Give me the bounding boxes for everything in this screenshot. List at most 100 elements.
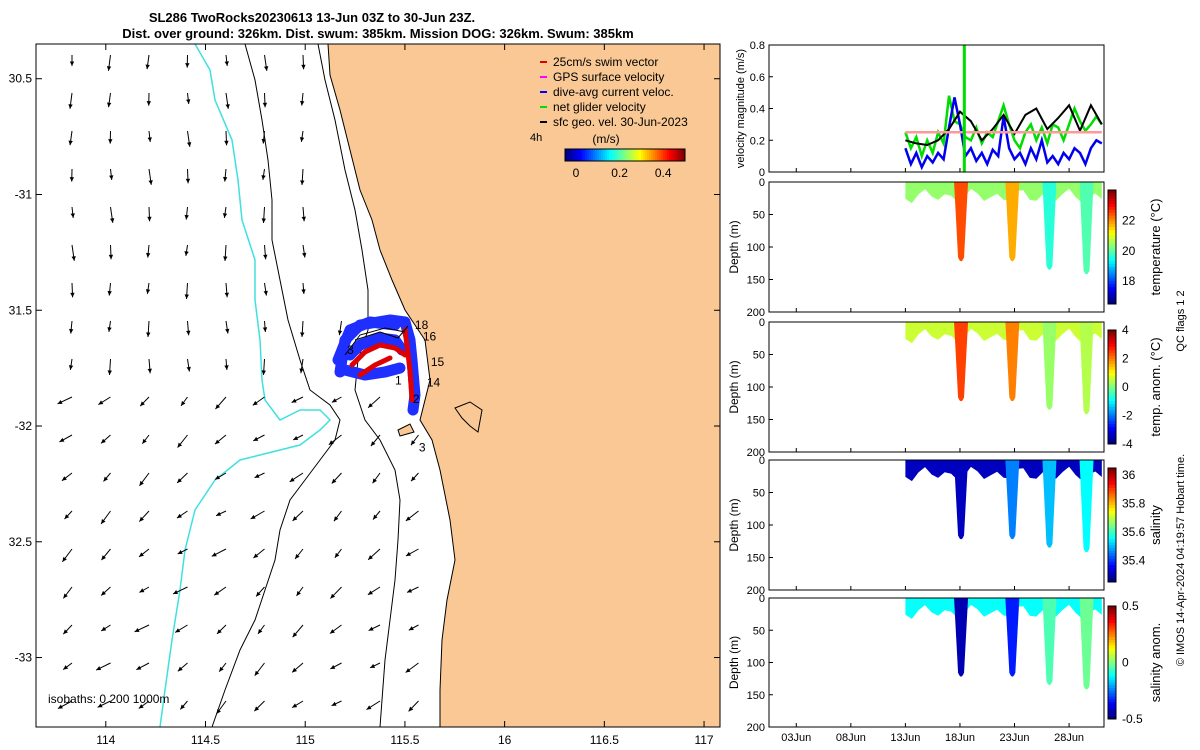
colorbar-cell	[1108, 547, 1116, 552]
y-tick-label: 150	[747, 553, 765, 565]
colorbar-cell	[1108, 496, 1116, 500]
current-arrowhead	[225, 328, 230, 334]
current-arrowhead	[139, 516, 144, 522]
colorbar-cell	[1108, 685, 1116, 689]
colorbar-label: temperature (°C)	[1148, 199, 1163, 296]
colorbar-cell	[1108, 418, 1116, 422]
colorbar-cell	[1108, 364, 1116, 368]
colorbar-cell	[645, 149, 648, 161]
colorbar-cell	[1108, 482, 1116, 486]
y-tick-label: 150	[747, 415, 765, 427]
current-arrowhead	[108, 139, 113, 144]
colorbar-tick-label: 0.2	[611, 166, 628, 180]
colorbar-cell	[579, 149, 582, 161]
current-arrowhead	[370, 441, 376, 447]
current-arrowhead	[223, 176, 228, 182]
lon-tick-label: 16	[498, 733, 512, 747]
colorbar-cell	[1108, 522, 1116, 526]
isobath-200m	[211, 43, 341, 728]
section-band	[905, 598, 1102, 619]
dive-profile	[1005, 322, 1020, 402]
colorbar-cell	[583, 149, 586, 161]
colorbar-cell	[1108, 682, 1116, 686]
colorbar-cell	[669, 149, 672, 161]
colorbar-cell	[1108, 611, 1116, 615]
current-arrowhead	[147, 137, 152, 142]
colorbar-cell	[1108, 224, 1116, 228]
current-arrowhead	[331, 478, 337, 484]
current-arrowhead	[224, 61, 229, 66]
colorbar-cell	[1108, 625, 1116, 630]
current-arrowhead	[107, 102, 112, 108]
colorbar-cell	[1108, 468, 1116, 472]
colorbar-cell	[1108, 209, 1116, 214]
colorbar-cell	[567, 149, 570, 161]
colorbar-cell	[1108, 195, 1116, 200]
colorbar-cell	[1108, 301, 1116, 305]
current-arrowhead	[299, 137, 305, 142]
colorbar-cell	[565, 149, 568, 161]
colorbar-cell	[1108, 435, 1116, 439]
current-arrowhead	[145, 64, 150, 70]
current-arrowhead	[109, 218, 115, 223]
colorbar-cell	[1108, 696, 1116, 700]
current-arrowhead	[177, 666, 183, 672]
time-label: 4h	[530, 132, 542, 144]
colorbar-label: salinity anom.	[1148, 623, 1163, 702]
current-arrowhead	[211, 552, 217, 557]
colorbar-cell	[615, 149, 618, 161]
colorbar-cell	[575, 149, 578, 161]
current-arrowhead	[261, 175, 266, 180]
y-tick-label: 0	[759, 177, 765, 189]
current-arrowhead	[262, 102, 268, 108]
dive-profile	[1079, 598, 1094, 690]
x-tick-label: 28Jun	[1054, 732, 1084, 744]
colorbar-cell	[667, 149, 670, 161]
colorbar-cell	[1108, 628, 1116, 632]
current-arrowhead	[292, 703, 298, 708]
colorbar-cell	[1108, 384, 1116, 388]
colorbar-cell	[1108, 235, 1116, 239]
current-arrowhead	[186, 142, 192, 147]
colorbar-cell	[589, 149, 592, 161]
colorbar-cell	[1108, 289, 1116, 294]
y-tick-label: 50	[753, 350, 765, 362]
colorbar-cell	[613, 149, 616, 161]
colorbar-cell	[643, 149, 646, 161]
y-tick-label: 200	[747, 722, 765, 734]
colorbar-tick-label: 20	[1122, 244, 1136, 258]
colorbar-cell	[585, 149, 588, 161]
current-arrowhead	[63, 593, 68, 599]
current-arrowhead	[68, 140, 73, 146]
title-line-2: Dist. over ground: 326km. Dist. swum: 38…	[122, 26, 634, 41]
current-arrowhead	[411, 476, 416, 482]
colorbar-tick-label: 0	[1122, 380, 1129, 394]
colorbar-cell	[1108, 264, 1116, 268]
colorbar-cell	[1108, 470, 1116, 475]
colorbar-cell	[1108, 536, 1116, 540]
current-arrowhead	[261, 370, 266, 375]
colorbar-cell	[621, 149, 624, 161]
colorbar-cell	[1108, 284, 1116, 288]
lon-tick-label: 115	[296, 733, 315, 747]
colorbar-cell	[675, 149, 678, 161]
section-panel: -4 -2 0 2 4 temp. anom. (°C) 0 50 100 150 200 Depth…	[727, 317, 1163, 459]
current-arrowhead	[61, 476, 67, 481]
current-arrowhead	[215, 475, 221, 480]
colorbar-tick-label: -4	[1122, 437, 1133, 451]
current-arrowhead	[261, 138, 266, 144]
colorbar-tick-label: -2	[1122, 409, 1133, 423]
section-band	[905, 182, 1102, 204]
colorbar-cell	[665, 149, 668, 161]
colorbar-tick-label: 0.5	[1122, 599, 1139, 613]
land	[327, 43, 721, 728]
y-axis-label: Depth (m)	[727, 636, 741, 689]
colorbar-cell	[1108, 556, 1116, 560]
colorbar-cell	[1108, 573, 1116, 577]
colorbar-cell	[1108, 544, 1116, 549]
colorbar-cell	[1108, 710, 1116, 714]
colorbar-cell	[1108, 704, 1116, 709]
colorbar-cell	[1108, 473, 1116, 478]
current-arrowhead	[295, 554, 300, 559]
current-arrowhead	[176, 513, 182, 519]
